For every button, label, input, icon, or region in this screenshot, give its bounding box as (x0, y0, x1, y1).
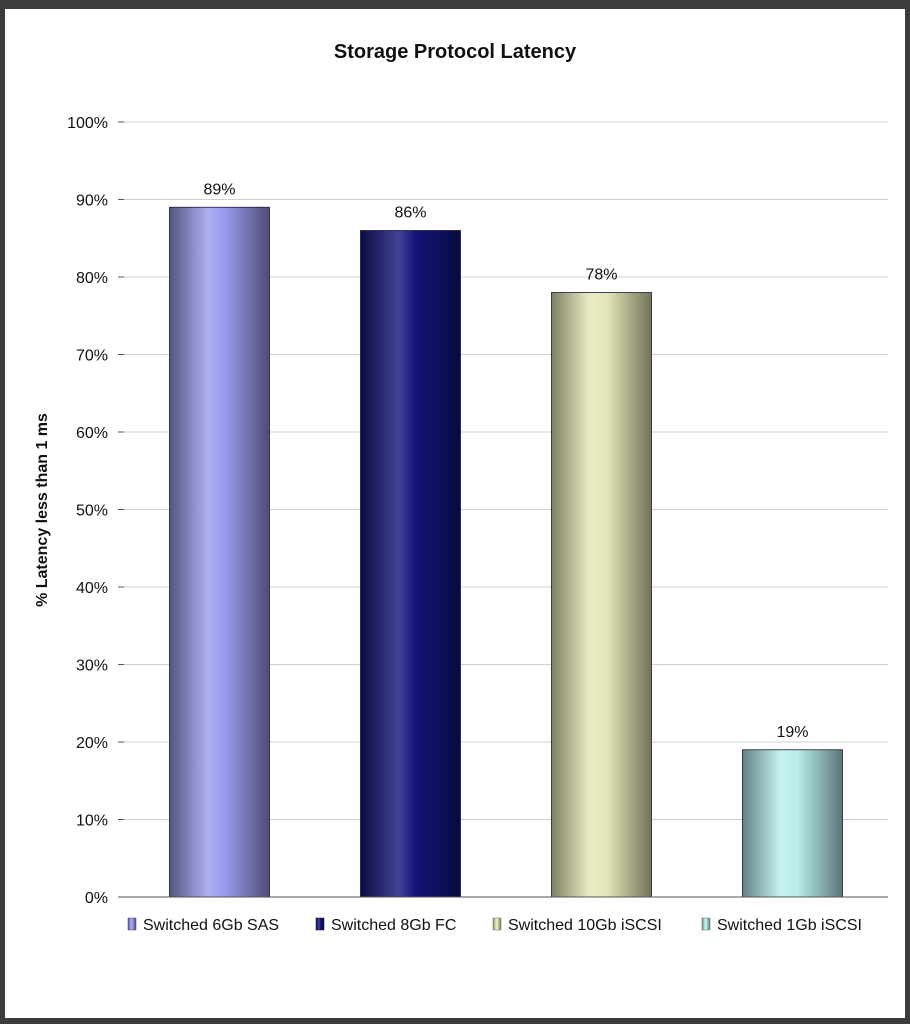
y-tick-label: 20% (76, 735, 108, 752)
legend: Switched 6Gb SAS Switched 8Gb FC Switched … (127, 917, 862, 934)
legend-label: Switched 6Gb SAS (143, 917, 279, 934)
data-label: 19% (776, 724, 808, 741)
legend-label: Switched 10Gb iSCSI (508, 917, 662, 934)
legend-swatch (701, 917, 711, 931)
legend-label: Switched 8Gb FC (331, 917, 456, 934)
y-tick-label: 10% (76, 813, 108, 830)
legend-swatch (127, 917, 137, 931)
bar-3 (551, 292, 652, 898)
y-tick-label: 40% (76, 580, 108, 597)
data-label: 86% (394, 205, 426, 222)
legend-swatch (492, 917, 502, 931)
y-axis-label: % Latency less than 1 ms (34, 413, 51, 607)
y-tick-label: 80% (76, 270, 108, 287)
bar-4 (742, 749, 843, 898)
y-tick-label: 70% (76, 348, 108, 365)
legend-label: Switched 1Gb iSCSI (717, 917, 862, 934)
y-tick-label: 30% (76, 658, 108, 675)
y-tick-label: 60% (76, 425, 108, 442)
data-label: 78% (585, 267, 617, 284)
data-labels: 89% 86% 78% 19% (203, 181, 808, 741)
y-tick-label: 100% (67, 115, 108, 132)
y-tick-label: 0% (85, 890, 108, 907)
bars (169, 206, 843, 898)
y-tick-label: 90% (76, 193, 108, 210)
data-label: 89% (203, 181, 235, 198)
legend-swatch (315, 917, 325, 931)
chart-title: Storage Protocol Latency (334, 41, 577, 63)
bar-2 (360, 230, 461, 898)
y-tick-label: 50% (76, 503, 108, 520)
y-axis-ticks: 0% 10% 20% 30% 40% 50% 60% 70% 80% 90% 100% (67, 115, 124, 907)
bar-1 (169, 206, 270, 898)
